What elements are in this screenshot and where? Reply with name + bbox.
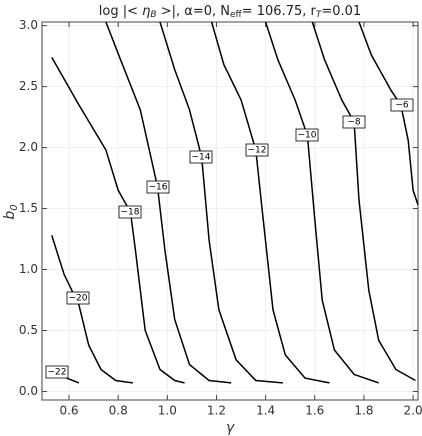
contour-line	[66, 377, 80, 384]
contour-label: −8	[347, 118, 361, 128]
contour-label-box	[45, 365, 69, 379]
x-tick-label: 1.2	[207, 404, 226, 418]
y-tick-label: 2.5	[19, 79, 38, 93]
contour-line	[264, 21, 379, 384]
x-tick-label: 1.6	[305, 404, 324, 418]
x-tick-label: 1.4	[256, 404, 275, 418]
x-tick-label: 2.0	[404, 404, 422, 418]
contour-label: −18	[121, 208, 140, 218]
y-tick-label: 1.0	[19, 262, 38, 276]
title-part: = 106.75, r	[242, 4, 317, 19]
contour-label-box	[295, 128, 319, 142]
contour-label: −12	[248, 146, 267, 156]
contour-label-box	[146, 180, 170, 194]
x-tick-label: 0.6	[59, 404, 78, 418]
plot-frame	[41, 21, 419, 401]
y-label-part: 0	[9, 204, 20, 210]
contour-line	[51, 57, 185, 384]
title-part: T	[316, 10, 323, 20]
contour-label: −22	[48, 368, 67, 378]
contour-line	[51, 235, 134, 384]
y-tick-label: 2.0	[19, 140, 38, 154]
contour-line	[159, 21, 283, 384]
x-tick-label: 1.0	[158, 404, 177, 418]
title-part: eff	[230, 10, 243, 20]
y-axis-label: b0	[2, 204, 20, 219]
y-tick-label: 3.0	[19, 18, 38, 32]
chart-title: log |< ηB >|, α=0, Neff= 106.75, rT=0.01	[99, 4, 361, 20]
x-tick-label: 0.8	[109, 404, 128, 418]
contour-label-box	[66, 291, 90, 305]
title-part: B	[150, 10, 156, 20]
y-tick-label: 1.5	[19, 201, 38, 215]
contour-line	[311, 21, 416, 382]
contour-label: −20	[69, 294, 88, 304]
contour-label-box	[342, 115, 366, 129]
contour-label-box	[245, 143, 269, 157]
title-part: =0.01	[321, 4, 361, 19]
contour-label-box	[118, 205, 142, 219]
x-tick-label: 1.8	[354, 404, 373, 418]
contour-line	[105, 21, 232, 384]
contour-label-box	[189, 150, 213, 164]
contour-label-box	[390, 98, 414, 112]
contour-label: −16	[149, 183, 168, 193]
title-part: η	[142, 4, 150, 19]
title-part: log |<	[99, 4, 142, 19]
x-axis-label: γ	[226, 420, 235, 436]
title-part: >|, α=0, N	[157, 4, 230, 19]
contour-line	[358, 21, 419, 206]
y-label-part: b	[2, 211, 18, 220]
y-tick-label: 0.5	[19, 323, 38, 337]
y-tick-label: 0.0	[19, 384, 38, 398]
contour-line	[210, 21, 330, 384]
contour-label: −14	[192, 153, 211, 163]
contour-label: −10	[298, 131, 317, 141]
contour-label: −6	[395, 101, 409, 111]
